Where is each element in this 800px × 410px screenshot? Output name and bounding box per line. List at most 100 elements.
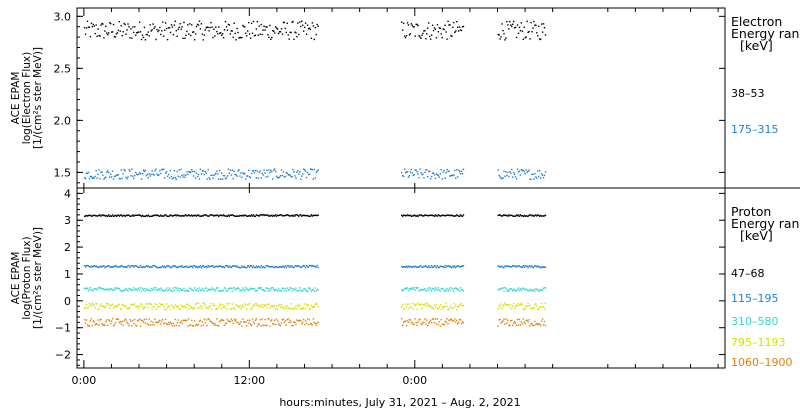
data-point: [175, 29, 177, 32]
data-point: [135, 34, 137, 36]
data-point: [512, 265, 515, 267]
data-point: [160, 323, 162, 325]
y-axis-title-line: ACE EPAM: [10, 252, 22, 305]
data-point: [265, 324, 267, 327]
data-point: [428, 286, 431, 289]
data-point: [406, 287, 409, 289]
data-point: [503, 33, 505, 35]
data-point: [504, 175, 506, 177]
data-point: [508, 304, 510, 306]
data-point: [216, 170, 218, 172]
data-point: [511, 23, 514, 26]
data-point: [193, 307, 196, 310]
data-point: [273, 30, 275, 32]
data-point: [530, 323, 532, 325]
data-point: [246, 303, 249, 306]
data-point: [213, 28, 215, 30]
data-point: [511, 168, 513, 171]
data-point: [274, 290, 276, 292]
data-point: [232, 177, 234, 180]
data-point: [110, 215, 113, 217]
data-point: [307, 324, 310, 326]
data-point: [543, 308, 546, 310]
data-point: [444, 24, 446, 27]
data-point: [89, 305, 92, 307]
data-point: [85, 172, 88, 174]
data-point: [85, 287, 88, 289]
data-point: [528, 305, 530, 307]
data-point: [543, 320, 546, 323]
data-point: [450, 265, 452, 268]
data-point: [159, 302, 161, 305]
data-point: [305, 303, 308, 306]
data-point: [519, 288, 522, 290]
data-point: [520, 169, 523, 171]
data-point: [260, 23, 262, 26]
data-point: [133, 215, 135, 217]
data-point: [219, 289, 221, 292]
data-point: [438, 266, 441, 269]
data-point: [167, 27, 170, 29]
data-point: [456, 288, 459, 290]
data-point: [128, 287, 130, 290]
data-point: [288, 174, 290, 176]
data-point: [511, 305, 514, 307]
data-point: [136, 173, 138, 175]
data-point: [462, 322, 465, 324]
data-point: [162, 265, 164, 267]
data-point: [114, 305, 117, 307]
data-point: [123, 305, 125, 307]
data-point: [84, 306, 87, 309]
data-point: [222, 36, 225, 39]
data-point: [540, 302, 543, 305]
data-point: [223, 324, 226, 327]
data-point: [417, 24, 419, 27]
data-point: [173, 265, 176, 267]
data-point: [191, 319, 193, 321]
data-point: [108, 303, 110, 306]
data-point: [298, 289, 300, 292]
data-point: [449, 319, 451, 321]
data-point: [213, 174, 215, 177]
data-point: [509, 20, 511, 23]
data-point: [85, 264, 88, 267]
data-point: [441, 305, 443, 308]
data-point: [303, 214, 306, 217]
data-point: [104, 324, 106, 327]
data-point: [103, 323, 105, 326]
data-point: [176, 322, 178, 324]
data-point: [136, 305, 138, 308]
data-point: [536, 305, 538, 307]
data-point: [251, 288, 254, 290]
data-point: [143, 266, 146, 269]
data-point: [155, 265, 157, 268]
data-point: [443, 214, 445, 217]
data-point: [498, 34, 500, 36]
data-point: [539, 323, 541, 325]
data-point: [237, 321, 239, 324]
data-point: [406, 22, 409, 24]
data-point: [522, 308, 525, 310]
data-point: [202, 302, 205, 304]
data-point: [187, 290, 189, 292]
data-point: [533, 307, 535, 309]
data-point: [232, 322, 234, 325]
data-point: [517, 32, 520, 34]
data-point: [530, 266, 532, 268]
data-point: [266, 307, 268, 309]
data-point: [206, 290, 208, 292]
data-point: [102, 214, 104, 216]
data-point: [421, 307, 423, 310]
data-point: [502, 305, 504, 307]
data-point: [160, 304, 162, 306]
data-point: [507, 289, 509, 291]
data-point: [251, 170, 254, 172]
data-point: [96, 35, 98, 38]
data-point: [210, 174, 212, 177]
data-point: [520, 22, 523, 24]
data-point: [452, 288, 454, 290]
data-point: [411, 24, 414, 27]
data-point: [236, 215, 238, 217]
data-point: [138, 21, 141, 23]
